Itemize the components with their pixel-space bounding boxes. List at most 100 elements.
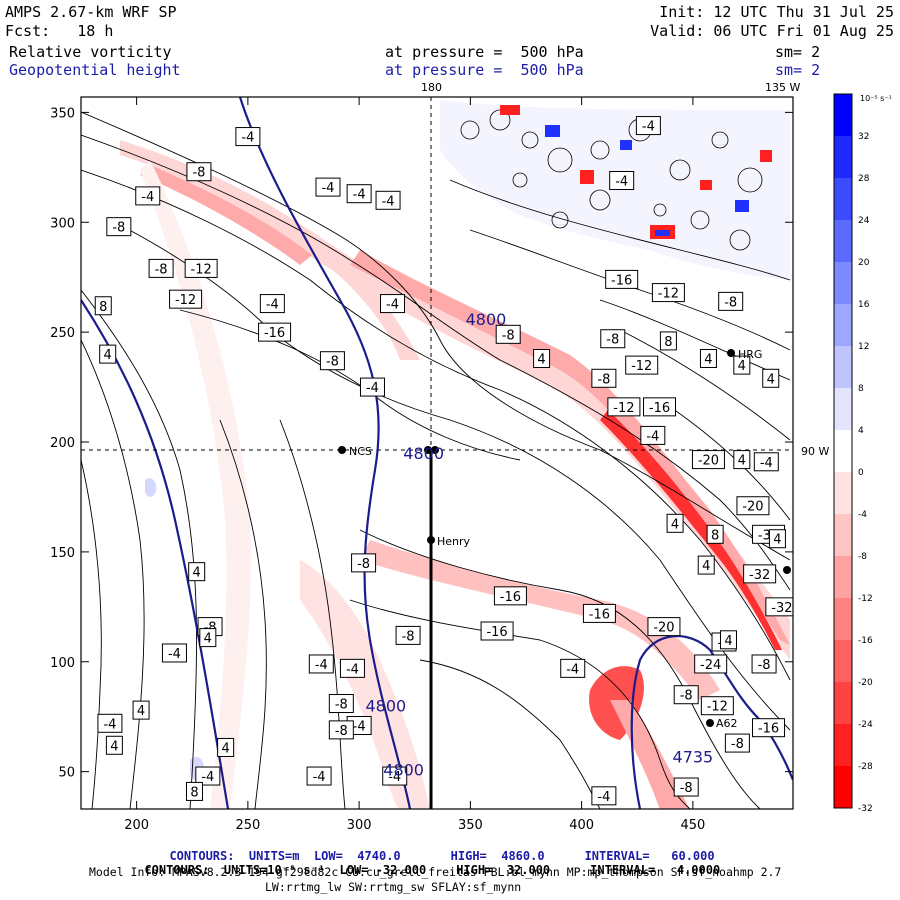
colorbar-frame	[833, 93, 853, 809]
svg-text:-20: -20	[742, 500, 763, 515]
vorticity-contour-label: -32	[743, 564, 777, 584]
colorbar-swatch	[834, 136, 852, 179]
lon-180-label: 180	[421, 81, 442, 94]
colorbar-swatch	[834, 766, 852, 809]
vorticity-contour-label: -8	[751, 654, 777, 674]
colorbar-swatch	[834, 178, 852, 221]
colorbar-swatch	[834, 304, 852, 347]
vorticity-contour-label: -8	[148, 258, 174, 278]
svg-text:-8: -8	[680, 781, 693, 796]
vorticity-contour-label: -8	[591, 368, 617, 388]
svg-text:-4: -4	[566, 662, 579, 677]
vorticity-contour-label: 8	[94, 296, 112, 316]
vorticity-contour-label: -4	[195, 766, 221, 786]
vorticity-contour-label: -8	[600, 329, 626, 349]
vorticity-contour-label: -20	[736, 496, 770, 516]
vorticity-contour-label: -8	[328, 720, 354, 740]
vorticity-contour-label: -16	[258, 322, 292, 342]
svg-text:-16: -16	[758, 722, 779, 737]
svg-text:-12: -12	[631, 359, 652, 374]
svg-text:8: 8	[711, 528, 719, 543]
lon-135w-label: 135 W	[765, 81, 800, 94]
vorticity-contour-label: -32	[765, 597, 793, 617]
colorbar-tick-label: -20	[858, 678, 873, 688]
vorticity-contour-label: -12	[169, 289, 203, 309]
height-contour-left	[81, 299, 230, 809]
colorbar-tick-label: 4	[858, 426, 864, 436]
y-tick-label: 150	[50, 546, 75, 561]
vorticity-contour-label: 4	[719, 630, 737, 650]
y-tick-label: 50	[58, 766, 75, 781]
colorbar-tick-label: 24	[858, 216, 870, 226]
svg-text:-4: -4	[388, 770, 401, 785]
colorbar-tick-label: -12	[858, 594, 873, 604]
vorticity-contour-label: 4	[768, 529, 786, 549]
plot-frame	[80, 96, 794, 810]
pos-blob-left	[144, 478, 157, 497]
vorticity-contour-label: 4	[699, 349, 717, 369]
vorticity-contour-label: -4	[346, 184, 372, 204]
svg-text:4: 4	[671, 517, 679, 532]
colorbar-swatch	[834, 556, 852, 599]
vorticity-contours	[81, 111, 791, 809]
field2-name: Geopotential height	[9, 61, 181, 79]
svg-text:-4: -4	[315, 658, 328, 673]
neg-region-lower-center	[300, 560, 430, 809]
vorticity-contour-label: 4	[733, 450, 751, 470]
svg-text:-4: -4	[382, 194, 395, 209]
height-contour-label: 4800	[403, 444, 444, 463]
vorticity-contour-label: 4	[132, 700, 150, 720]
colorbar-swatch	[834, 724, 852, 767]
station-hrg-label: HRG	[738, 348, 762, 361]
vorticity-contour-label: -4	[308, 654, 334, 674]
svg-text:-32: -32	[749, 568, 770, 583]
vorticity-contour-label: -20	[691, 450, 725, 470]
vorticity-contour-label: -4	[753, 452, 779, 472]
svg-text:4: 4	[767, 372, 775, 387]
svg-text:-8: -8	[335, 698, 348, 713]
model-title: AMPS 2.67-km WRF SP	[5, 3, 177, 21]
station-hrg-marker	[727, 349, 735, 357]
colorbar-tick-label: -32	[858, 804, 873, 814]
colorbar-swatch	[834, 514, 852, 557]
neg-band-diagonal-core	[600, 410, 782, 650]
colorbar-tick-label: 16	[858, 300, 870, 310]
svg-text:-8: -8	[357, 557, 370, 572]
svg-text:8: 8	[664, 335, 672, 350]
vorticity-contour-label: -8	[673, 685, 699, 705]
neg-band-lower-right	[610, 700, 690, 809]
vorticity-contour-label: -4	[560, 658, 586, 678]
model-info-2: LW:rrtmg_lw SW:rrtmg_sw SFLAY:sf_mynn	[265, 880, 522, 894]
svg-text:-4: -4	[646, 429, 659, 444]
svg-text:4: 4	[193, 566, 201, 581]
svg-text:-8: -8	[192, 166, 205, 181]
x-axis: 200 250 300 350 400 450	[124, 97, 705, 833]
svg-text:-16: -16	[589, 607, 610, 622]
svg-text:8: 8	[190, 785, 198, 800]
vorticity-contour-label: -24	[694, 654, 728, 674]
y-tick-label: 350	[50, 106, 75, 121]
colorbar-tick-label: -4	[858, 510, 867, 520]
colorbar-swatch	[834, 346, 852, 389]
lat-90w-label: 90 W	[801, 445, 829, 458]
svg-text:8: 8	[99, 300, 107, 315]
svg-text:-8: -8	[680, 689, 693, 704]
svg-text:-16: -16	[611, 273, 632, 288]
svg-text:4: 4	[704, 353, 712, 368]
y-tick-label: 200	[50, 436, 75, 451]
x-tick-label: 400	[569, 818, 594, 833]
turbulent-detail	[460, 109, 763, 251]
field1-smoothing: sm= 2	[775, 43, 821, 61]
station-origin-marker	[424, 446, 432, 454]
station-edge-marker	[783, 566, 791, 574]
x-tick-label: 350	[458, 818, 483, 833]
vorticity-contour-label: -8	[395, 625, 421, 645]
svg-text:-20: -20	[698, 454, 719, 469]
height-contour-high: HIGH= 4860.0	[450, 849, 545, 863]
vorticity-contour-label: 8	[185, 781, 203, 801]
svg-text:4: 4	[110, 739, 118, 754]
svg-text:4: 4	[137, 704, 145, 719]
field2-level: at pressure = 500 hPa	[385, 61, 584, 79]
colorbar-unit-label: 10⁻⁵ s⁻¹	[860, 94, 892, 103]
